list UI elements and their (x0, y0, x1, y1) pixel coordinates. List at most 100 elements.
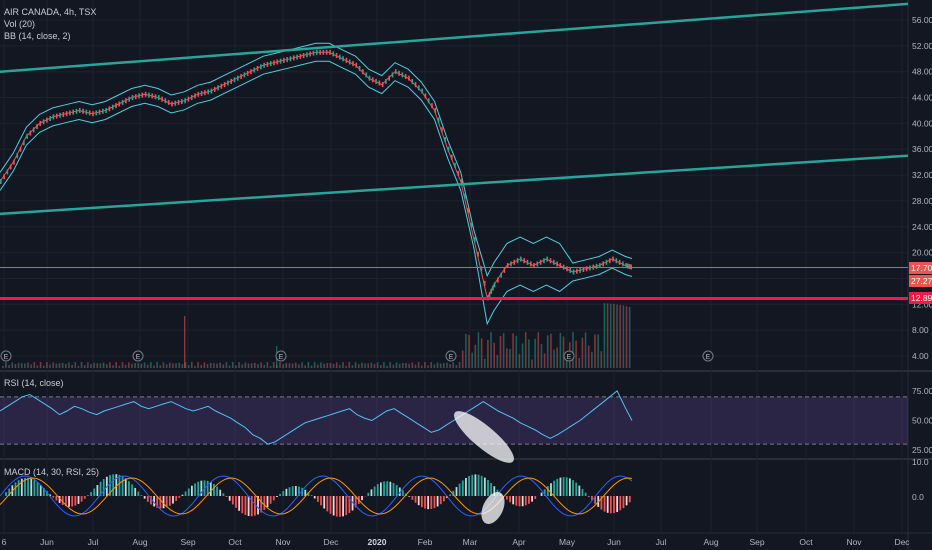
volume-bar (172, 363, 174, 368)
macd-histogram-bar (587, 496, 590, 497)
earnings-marker-label: E (567, 354, 572, 361)
volume-bar (386, 365, 388, 368)
macd-histogram-bar (584, 492, 587, 496)
volume-bar (398, 363, 401, 368)
volume-bar (250, 363, 253, 368)
price-candle (75, 108, 78, 114)
volume-bar (326, 363, 329, 368)
price-candle (477, 251, 479, 257)
x-axis-label: Dec (894, 537, 910, 547)
volume-bar (181, 364, 184, 368)
volume-bar (581, 337, 584, 368)
volume-bar (616, 304, 618, 368)
price-candle (79, 107, 81, 113)
x-axis-label: Nov (846, 537, 862, 547)
price-candle (184, 98, 186, 104)
macd-histogram-bar (370, 489, 373, 496)
macd-histogram-bar (528, 496, 530, 504)
price-candle (92, 111, 94, 117)
price-candle (464, 193, 466, 199)
volume-bar (36, 365, 39, 368)
price-candle (483, 280, 486, 286)
price-candle (36, 124, 38, 130)
bollinger-indicator-label[interactable]: BB (14, close, 2) (4, 31, 71, 41)
macd-histogram-bar (559, 477, 562, 496)
macd-histogram-bar (102, 479, 105, 496)
x-axis-label: Apr (512, 537, 525, 547)
macd-histogram-bar (553, 480, 556, 496)
earnings-marker-label: E (4, 354, 9, 361)
volume-bar (351, 365, 354, 368)
volume-bar (332, 363, 335, 368)
macd-histogram-bar (175, 496, 178, 501)
macd-histogram-bar (540, 492, 543, 496)
price-candle (444, 137, 446, 143)
price-candle (213, 86, 216, 92)
price-candle (395, 69, 397, 75)
earnings-marker-icon (0, 350, 12, 362)
volume-bar (131, 363, 133, 368)
price-candle (125, 98, 127, 104)
volume-bar (291, 363, 294, 368)
x-axis-label: Aug (703, 537, 718, 547)
volume-indicator-label[interactable]: Vol (20) (4, 19, 36, 29)
macd-histogram-bar (628, 496, 631, 503)
volume-bar (109, 362, 111, 368)
price-candle (210, 88, 213, 94)
volume-bar (430, 362, 432, 368)
macd-histogram-bar (184, 491, 187, 496)
volume-bar (263, 364, 266, 368)
volume-bar (587, 345, 590, 368)
volume-bar (625, 306, 628, 368)
price-candle (148, 92, 150, 98)
volume-bar (14, 364, 17, 368)
volume-bar (521, 343, 524, 368)
symbol-title: AIR CANADA, 4h, TSX (4, 7, 97, 17)
price-candle (194, 93, 196, 99)
price-candle (543, 258, 545, 264)
volume-bar (361, 362, 363, 368)
macd-histogram-bar (20, 478, 23, 496)
volume-bar (446, 362, 448, 368)
macd-histogram-bar (354, 496, 357, 508)
volume-bar (99, 363, 102, 368)
volume-bar (427, 365, 429, 368)
volume-bar (502, 333, 505, 368)
price-candle (492, 285, 494, 291)
price-candle (424, 93, 427, 99)
price-candle (526, 259, 529, 265)
volume-bar (222, 364, 225, 368)
volume-bar (87, 362, 89, 368)
rsi-indicator-label[interactable]: RSI (14, close) (4, 378, 64, 388)
macd-histogram-bar (619, 496, 622, 511)
volume-bar (613, 304, 615, 368)
volume-bar (572, 332, 574, 368)
macd-histogram-bar (534, 496, 537, 499)
x-axis-label: May (559, 537, 576, 547)
macd-histogram-bar (424, 496, 426, 509)
macd-histogram-bar (490, 482, 493, 496)
volume-bar (244, 362, 247, 368)
macd-histogram-bar (546, 486, 549, 496)
macd-histogram-bar (342, 496, 344, 517)
macd-histogram-bar (61, 496, 64, 505)
macd-histogram-bar (493, 486, 496, 496)
macd-histogram-bar (77, 496, 80, 504)
price-tag (909, 292, 932, 304)
price-candle (572, 269, 575, 275)
volume-bar (24, 363, 26, 368)
volume-bar (206, 363, 209, 368)
volume-bar (285, 362, 288, 368)
macd-histogram-bar (332, 496, 335, 516)
rsi-tick-label: 75.00 (912, 386, 932, 396)
macd-indicator-label[interactable]: MACD (14, 30, RSI, 25) (4, 467, 100, 477)
macd-histogram-bar (247, 496, 250, 517)
price-candle (516, 258, 519, 264)
price-candle (289, 56, 292, 62)
price-candle (171, 101, 173, 107)
volume-bar (506, 348, 508, 368)
volume-bar (184, 316, 186, 368)
volume-bar (575, 340, 577, 368)
volume-bar (2, 366, 4, 368)
